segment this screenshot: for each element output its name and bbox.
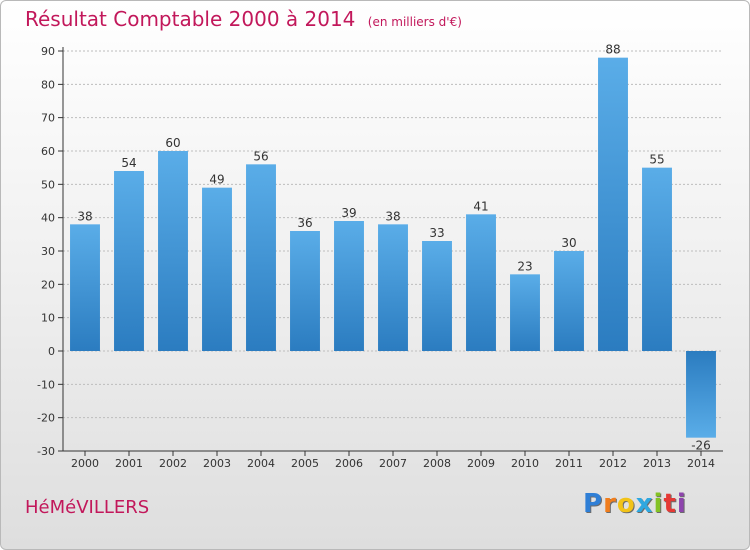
logo-letter: t (663, 489, 677, 519)
chart-title-unit: (en milliers d'€) (367, 15, 462, 29)
axes (58, 47, 723, 456)
x-tick-label: 2011 (555, 457, 583, 470)
data-label: 38 (385, 209, 400, 223)
data-label: 33 (429, 226, 444, 240)
y-tick-label: 0 (48, 345, 55, 358)
x-tick-label: 2014 (687, 457, 715, 470)
y-tick-label: 90 (41, 45, 55, 58)
bar (246, 164, 276, 351)
bars (70, 57, 716, 438)
data-label: 23 (517, 259, 532, 273)
x-tick-label: 2010 (511, 457, 539, 470)
logo-letter: P (583, 489, 604, 519)
logo-letter: x (635, 489, 654, 519)
bar (334, 221, 364, 351)
y-tick-label: 20 (41, 278, 55, 291)
labels: -30 -20 -10 0 10 20 30 40 50 60 70 80 90 38 2000 54 2001… (37, 43, 715, 470)
x-tick-label: 2012 (599, 457, 627, 470)
y-tick-label: 60 (41, 145, 55, 158)
data-label: 88 (605, 43, 620, 57)
data-label: -26 (691, 439, 711, 453)
data-label: 56 (253, 149, 268, 163)
bar (422, 241, 452, 351)
data-label: 30 (561, 236, 576, 250)
y-tick-label: -30 (37, 445, 55, 458)
data-label: 55 (649, 153, 664, 167)
bar (598, 57, 628, 352)
y-tick-label: 80 (41, 78, 55, 91)
data-label: 54 (121, 156, 136, 170)
y-tick-label: -10 (37, 378, 55, 391)
chart-title-main: Résultat Comptable 2000 à 2014 (25, 7, 356, 31)
x-tick-label: 2007 (379, 457, 407, 470)
data-label: 36 (297, 216, 312, 230)
proxiti-logo: Proxiti (583, 489, 687, 519)
bar (202, 187, 232, 351)
x-tick-label: 2008 (423, 457, 451, 470)
y-tick-label: 70 (41, 112, 55, 125)
x-tick-label: 2000 (71, 457, 99, 470)
y-tick-label: 10 (41, 312, 55, 325)
town-name: HéMéVILLERS (25, 497, 150, 518)
x-tick-label: 2001 (115, 457, 143, 470)
data-label: 38 (77, 209, 92, 223)
x-tick-label: 2003 (203, 457, 231, 470)
x-tick-label: 2013 (643, 457, 671, 470)
bar (378, 224, 408, 351)
bar (686, 351, 716, 438)
bar (290, 231, 320, 351)
x-tick-label: 2009 (467, 457, 495, 470)
y-tick-label: -20 (37, 412, 55, 425)
logo-letter: i (653, 489, 664, 519)
data-label: 60 (165, 136, 180, 150)
data-label: 41 (473, 199, 488, 213)
x-tick-label: 2006 (335, 457, 363, 470)
bar (554, 251, 584, 351)
y-tick-label: 30 (41, 245, 55, 258)
bar (510, 274, 540, 351)
x-tick-label: 2004 (247, 457, 275, 470)
y-tick-label: 40 (41, 212, 55, 225)
data-label: 39 (341, 206, 356, 220)
logo-letter: i (676, 489, 687, 519)
bar (466, 214, 496, 351)
y-tick-label: 50 (41, 178, 55, 191)
bar (642, 167, 672, 351)
chart-title: Résultat Comptable 2000 à 2014 (en milli… (25, 7, 462, 31)
bar (70, 224, 100, 351)
bar (158, 151, 188, 351)
x-tick-label: 2005 (291, 457, 319, 470)
logo-letter: o (616, 489, 636, 519)
logo-letter: r (603, 489, 617, 519)
x-tick-label: 2002 (159, 457, 187, 470)
bar (114, 171, 144, 351)
data-label: 49 (209, 173, 224, 187)
